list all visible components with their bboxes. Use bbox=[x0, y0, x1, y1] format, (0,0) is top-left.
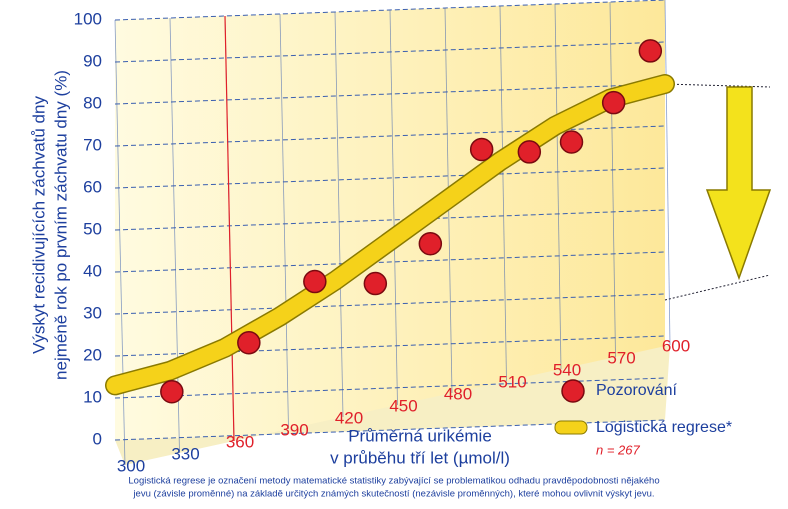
data-point bbox=[161, 381, 183, 403]
data-point bbox=[603, 92, 625, 114]
chart: 0 10 20 30 40 50 60 70 80 90 100 300 330 360 390 420 450… bbox=[0, 0, 788, 504]
legend-marker bbox=[555, 421, 587, 434]
y-tick-label: 10 bbox=[83, 387, 102, 406]
sample-size: n = 267 bbox=[596, 442, 641, 457]
data-point bbox=[304, 271, 326, 293]
y-tick-label: 70 bbox=[83, 135, 102, 154]
x-tick-label: 450 bbox=[389, 396, 417, 415]
x-tick-label: 600 bbox=[662, 336, 690, 355]
y-axis-title: nejméně rok po prvním záchvatu dny (%) bbox=[51, 70, 70, 380]
x-tick-label: 390 bbox=[280, 420, 308, 439]
grid-line bbox=[665, 0, 670, 345]
y-tick-label: 60 bbox=[83, 177, 102, 196]
y-tick-label: 90 bbox=[83, 51, 102, 70]
y-tick-label: 40 bbox=[83, 261, 102, 280]
data-point bbox=[238, 332, 260, 354]
x-tick-label: 360 bbox=[226, 432, 254, 451]
x-tick-label: 420 bbox=[335, 408, 363, 427]
x-tick-label: 540 bbox=[553, 360, 581, 379]
y-tick-label: 50 bbox=[83, 219, 102, 238]
guide-line bbox=[665, 84, 770, 87]
footnote: Logistická regrese je označení metody ma… bbox=[128, 476, 659, 487]
x-tick-label: 300 bbox=[117, 456, 145, 475]
y-tick-label: 30 bbox=[83, 303, 102, 322]
data-point bbox=[419, 233, 441, 255]
x-tick-label: 480 bbox=[444, 384, 472, 403]
data-point bbox=[518, 141, 540, 163]
x-axis-title: Průměrná urikémie bbox=[348, 426, 492, 445]
y-tick-label: 0 bbox=[93, 429, 102, 448]
legend-label: Pozorování bbox=[596, 382, 677, 399]
data-point bbox=[364, 273, 386, 295]
y-tick-label: 80 bbox=[83, 93, 102, 112]
data-point bbox=[639, 40, 661, 62]
legend-marker bbox=[562, 380, 584, 402]
x-axis-title: v průběhu tří let (µmol/l) bbox=[330, 448, 510, 467]
x-tick-label: 510 bbox=[498, 372, 526, 391]
legend-label: Logistická regrese* bbox=[596, 419, 732, 436]
footnote: jevu (závisle proměnné) na základě určit… bbox=[132, 489, 654, 500]
y-tick-label: 20 bbox=[83, 345, 102, 364]
data-point bbox=[561, 131, 583, 153]
x-tick-label: 570 bbox=[607, 348, 635, 367]
guide-line bbox=[665, 275, 770, 300]
data-point bbox=[471, 138, 493, 160]
down-arrow bbox=[707, 87, 770, 278]
x-tick-label: 330 bbox=[171, 444, 199, 463]
y-tick-label: 100 bbox=[74, 9, 102, 28]
y-axis-title: Výskyt recidivujících záchvatů dny bbox=[29, 96, 48, 354]
